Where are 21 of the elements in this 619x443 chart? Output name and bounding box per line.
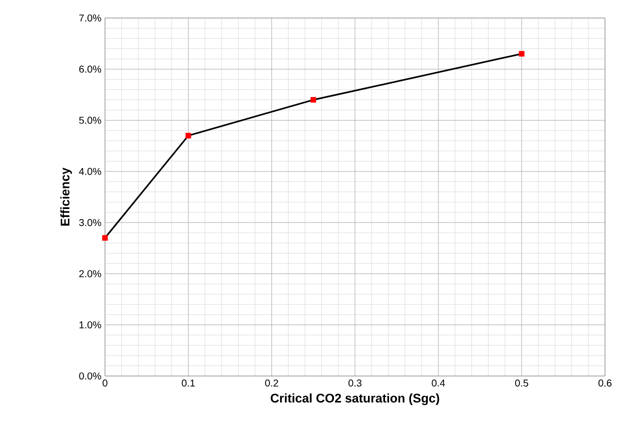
y-tick-label: 3.0% (79, 219, 102, 226)
point (310, 97, 316, 103)
x-tick-label: 0.3 (348, 380, 362, 387)
x-tick-label: 0 (102, 380, 108, 387)
y-tick-label: 6.0% (79, 66, 102, 73)
point (518, 51, 524, 57)
y-tick-label: 7.0% (79, 14, 102, 22)
x-axis-title: Critical CO2 saturation (Sgc) (270, 393, 440, 406)
x-tick-label: 0.2 (265, 380, 278, 387)
y-tick-label: 2.0% (79, 270, 102, 278)
point (102, 235, 108, 241)
y-tick-label: 4.0% (79, 168, 102, 175)
x-tick-label: 0.5 (515, 380, 528, 387)
x-tick-label: 0.1 (182, 380, 195, 387)
y-tick-label: 0.0% (79, 372, 102, 380)
y-tick-label: 1.0% (80, 321, 102, 328)
x-tick-label: 0.6 (598, 380, 612, 387)
y-tick-label: 5.0% (79, 116, 102, 124)
y-axis-title: Efficiency (60, 168, 72, 226)
x-tick-label: 0.4 (432, 380, 445, 387)
point (186, 132, 192, 138)
